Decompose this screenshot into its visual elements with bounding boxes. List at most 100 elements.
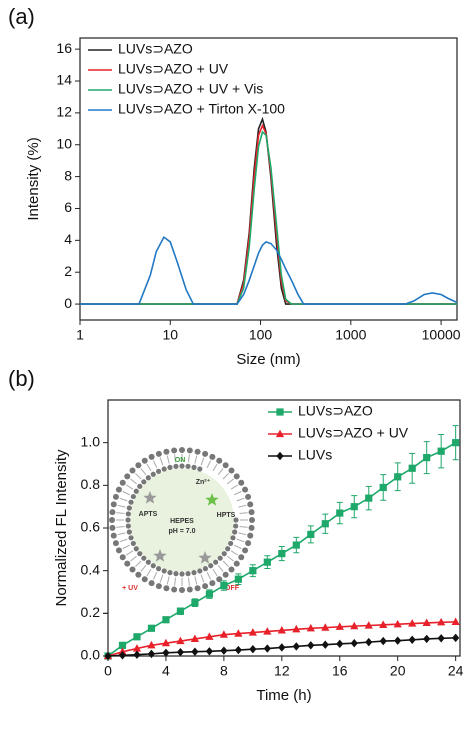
lipid-tail [206, 460, 212, 468]
lipid-head [119, 479, 126, 486]
lipid-head [125, 523, 131, 529]
marker [452, 439, 460, 447]
marker [379, 483, 387, 492]
y-tick-label: 4 [64, 231, 72, 247]
lipid-head [145, 475, 151, 481]
lipid-head [155, 566, 162, 572]
series-line [80, 130, 457, 305]
lipid-head [238, 479, 245, 486]
legend-label: LUVs⊃AZO [118, 41, 193, 57]
lipid-head [197, 568, 203, 574]
lipid-head [135, 462, 142, 469]
marker [176, 636, 185, 645]
marker [161, 638, 171, 647]
lipid-tail [217, 565, 224, 572]
lipid-head [230, 535, 236, 541]
lipid-head [233, 560, 240, 567]
lipid-head [171, 586, 178, 593]
lipid-tail [159, 574, 164, 583]
lipid-head [150, 471, 156, 477]
lipid-head [233, 523, 239, 529]
marker [234, 645, 242, 655]
lipid-head [135, 571, 142, 578]
lipid-head [173, 571, 179, 577]
lipid-head [242, 486, 249, 493]
lipid-head [179, 463, 185, 469]
lipid-head [245, 540, 252, 547]
lipid-head [245, 493, 252, 500]
lipid-head [185, 463, 191, 469]
lipid-tail [130, 555, 137, 562]
lipid-head [109, 509, 116, 516]
y-tick-label: 14 [56, 72, 72, 88]
lipid-head [171, 447, 178, 454]
marker [219, 630, 228, 638]
lipid-head [222, 462, 229, 469]
lipid-tail [140, 468, 147, 475]
y-tick-label: 0.6 [81, 519, 101, 535]
lipid-head [167, 570, 173, 576]
marker [205, 647, 213, 656]
lipid-head [173, 463, 179, 469]
lipid-head [150, 563, 156, 569]
lipid-tail [166, 455, 170, 464]
lipid-head [141, 555, 147, 561]
marker [422, 618, 431, 627]
lipid-head [238, 554, 245, 561]
lipid-head [145, 559, 151, 565]
star [143, 491, 157, 504]
marker [118, 641, 127, 649]
marker [190, 634, 200, 643]
marker [321, 520, 329, 528]
lipid-head [161, 466, 167, 472]
marker [408, 619, 417, 627]
panel-label: (b) [8, 366, 35, 391]
marker [263, 627, 272, 635]
lipid-tail [236, 497, 245, 502]
lipid-head [202, 450, 209, 457]
y-tick-label: 10 [56, 135, 72, 151]
lipid-head [225, 546, 231, 552]
lipid-tail [217, 468, 224, 475]
lipid-tail [134, 472, 142, 480]
lipid-head [213, 559, 219, 565]
lipid-head [247, 501, 254, 508]
lipid-tail [227, 555, 234, 562]
lipid-head [130, 540, 136, 547]
x-tick-label: 4 [162, 663, 170, 679]
lipid-tail [206, 572, 212, 580]
plot-frame [79, 37, 458, 321]
lipid-head [209, 580, 216, 587]
lipid-tail [200, 574, 205, 583]
marker [118, 647, 127, 655]
marker [162, 648, 170, 657]
marker [335, 622, 344, 630]
x-tick-label: 24 [448, 663, 464, 679]
inset-label: Zn²⁺ [196, 478, 211, 486]
lipid-tail [230, 550, 239, 556]
star [153, 549, 167, 562]
series-line [80, 235, 458, 305]
marker [220, 582, 228, 590]
lipid-head [248, 509, 255, 516]
marker [147, 624, 156, 632]
lipid-head [109, 524, 116, 531]
lipid-tail [116, 525, 125, 528]
lipid-tail [187, 454, 190, 463]
lipid-head [194, 585, 201, 592]
lipid-head [109, 517, 115, 523]
lipid-head [137, 551, 143, 557]
x-tick-label: 1 [76, 327, 84, 343]
lipid-tail [194, 455, 198, 464]
marker [437, 617, 446, 626]
lipid-head [208, 563, 214, 569]
lipid-head [191, 570, 197, 576]
lipid-head [148, 453, 155, 460]
lipid-head [233, 517, 239, 523]
lipid-tail [166, 576, 170, 585]
lipid-head [133, 488, 139, 494]
legend-label: LUVs⊃AZO + UV + Vis [118, 81, 263, 97]
lipid-head [155, 450, 162, 457]
panel-label: (a) [8, 4, 35, 29]
y-tick-label: 0 [64, 295, 72, 311]
